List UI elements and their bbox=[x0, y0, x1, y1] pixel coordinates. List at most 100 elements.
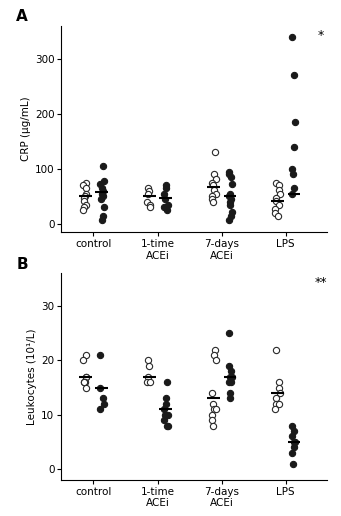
Point bbox=[210, 181, 216, 189]
Text: *: * bbox=[318, 29, 324, 42]
Point bbox=[274, 345, 279, 353]
Point bbox=[84, 201, 89, 209]
Point bbox=[209, 416, 214, 424]
Point bbox=[161, 189, 166, 198]
Point bbox=[100, 162, 105, 170]
Point bbox=[226, 168, 232, 176]
Point bbox=[97, 383, 103, 392]
Point bbox=[291, 71, 296, 79]
Point bbox=[162, 195, 168, 203]
Point bbox=[292, 118, 297, 126]
Point bbox=[84, 189, 89, 198]
Point bbox=[209, 389, 215, 397]
Point bbox=[164, 378, 169, 386]
Point bbox=[277, 181, 282, 189]
Point bbox=[148, 378, 153, 386]
Point bbox=[227, 189, 233, 198]
Point bbox=[81, 203, 86, 212]
Point bbox=[292, 427, 297, 435]
Point bbox=[100, 189, 105, 198]
Point bbox=[83, 373, 88, 381]
Point bbox=[273, 194, 279, 202]
Point bbox=[290, 189, 295, 198]
Point bbox=[276, 186, 281, 194]
Text: B: B bbox=[16, 257, 28, 272]
Point bbox=[292, 438, 297, 446]
Point bbox=[227, 362, 232, 370]
Point bbox=[213, 356, 218, 364]
Point bbox=[212, 186, 217, 194]
Point bbox=[163, 184, 169, 192]
Point bbox=[227, 170, 232, 179]
Point bbox=[161, 405, 166, 413]
Point bbox=[229, 373, 235, 381]
Point bbox=[164, 394, 169, 402]
Point bbox=[101, 400, 106, 408]
Y-axis label: Leukocytes (10¹/L): Leukocytes (10¹/L) bbox=[27, 328, 37, 425]
Y-axis label: CRP (µg/mL): CRP (µg/mL) bbox=[21, 96, 31, 162]
Point bbox=[165, 201, 170, 209]
Point bbox=[290, 459, 295, 467]
Point bbox=[289, 448, 295, 457]
Point bbox=[80, 181, 86, 189]
Point bbox=[227, 373, 233, 381]
Point bbox=[101, 187, 106, 195]
Point bbox=[277, 389, 282, 397]
Point bbox=[209, 195, 214, 203]
Point bbox=[98, 351, 103, 359]
Point bbox=[100, 192, 105, 201]
Point bbox=[210, 422, 216, 430]
Point bbox=[229, 212, 234, 220]
Point bbox=[277, 378, 282, 386]
Point bbox=[274, 179, 279, 187]
Point bbox=[84, 373, 89, 381]
Point bbox=[210, 411, 215, 419]
Point bbox=[290, 432, 295, 441]
Point bbox=[273, 405, 278, 413]
Point bbox=[213, 405, 218, 413]
Point bbox=[273, 197, 279, 205]
Point bbox=[290, 33, 295, 41]
Point bbox=[227, 389, 233, 397]
Point bbox=[209, 179, 215, 187]
Point bbox=[97, 405, 102, 413]
Point bbox=[84, 383, 89, 392]
Point bbox=[145, 189, 150, 198]
Point bbox=[84, 351, 89, 359]
Point bbox=[227, 198, 233, 206]
Point bbox=[145, 378, 150, 386]
Text: A: A bbox=[16, 9, 28, 24]
Point bbox=[277, 189, 282, 198]
Point bbox=[211, 170, 217, 179]
Point bbox=[210, 192, 215, 201]
Point bbox=[227, 394, 233, 402]
Point bbox=[145, 373, 150, 381]
Point bbox=[147, 362, 152, 370]
Point bbox=[291, 443, 296, 452]
Point bbox=[212, 345, 218, 353]
Point bbox=[226, 192, 232, 201]
Point bbox=[146, 356, 151, 364]
Point bbox=[290, 170, 295, 179]
Point bbox=[80, 206, 86, 214]
Point bbox=[228, 173, 234, 181]
Point bbox=[291, 143, 296, 151]
Point bbox=[148, 201, 153, 209]
Point bbox=[147, 187, 152, 195]
Point bbox=[83, 184, 88, 192]
Point bbox=[277, 400, 282, 408]
Point bbox=[210, 400, 216, 408]
Point bbox=[213, 175, 218, 183]
Point bbox=[291, 438, 296, 446]
Point bbox=[163, 400, 169, 408]
Point bbox=[273, 209, 278, 217]
Point bbox=[211, 351, 217, 359]
Text: **: ** bbox=[315, 277, 327, 289]
Point bbox=[210, 198, 216, 206]
Point bbox=[164, 181, 169, 189]
Point bbox=[101, 203, 106, 212]
Point bbox=[290, 422, 295, 430]
Point bbox=[80, 356, 86, 364]
Point bbox=[273, 400, 279, 408]
Point bbox=[97, 180, 102, 188]
